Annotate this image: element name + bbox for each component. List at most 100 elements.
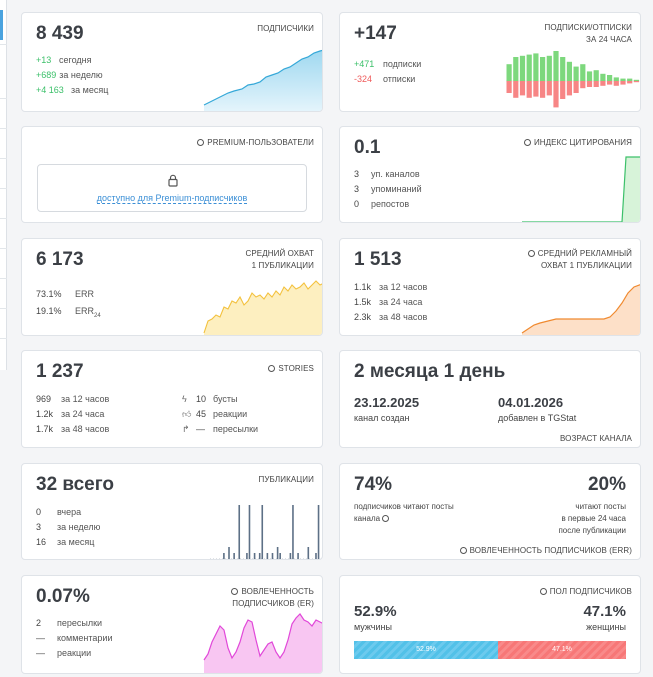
- added-date: 04.01.2026: [498, 395, 564, 410]
- channel-age-card[interactable]: 2 месяца 1 день 23.12.2025 канал создан …: [339, 350, 641, 448]
- gender-card[interactable]: ПОЛ ПОДПИСЧИКОВ 52.9% мужчины 47.1% женщ…: [339, 575, 641, 674]
- publication-bar: [315, 553, 317, 559]
- ad-reach-chart: [521, 284, 640, 335]
- thumbs-up-icon: 👍︎: [182, 409, 192, 419]
- stat-row: ↱ — пересылки: [182, 424, 259, 434]
- card-title: ПОДПИСЧИКИ: [257, 24, 314, 33]
- info-icon: [382, 515, 390, 522]
- card-title: ВОЗРАСТ КАНАЛА: [560, 434, 632, 443]
- stat-row: 2 пересылки: [36, 618, 103, 628]
- info-icon: [268, 365, 276, 372]
- unsubscribe-bar: [553, 81, 559, 108]
- sidebar-divider: [0, 158, 7, 159]
- stat-row: 👍︎ 45 реакции: [182, 409, 248, 419]
- subs-unsubs-card[interactable]: +147 ПОДПИСКИ/ОТПИСКИ ЗА 24 ЧАСА +471 подп…: [339, 12, 641, 112]
- engagement-er-card[interactable]: 0.07% ВОВЛЕЧЕННОСТЬ ПОДПИСЧИКОВ (ER) 2 пер…: [21, 575, 323, 674]
- publication-bar: [279, 553, 281, 559]
- reads-24h-description: читают посты в первые 24 часа после публик…: [558, 502, 626, 535]
- unsubscribe-bar: [586, 81, 593, 87]
- stat-row: 1.7k за 48 часов: [36, 424, 110, 434]
- unsubscribe-bar: [620, 81, 626, 85]
- subscribers-card[interactable]: 8 439 ПОДПИСЧИКИ +13 сегодня +689 за недел…: [21, 12, 323, 112]
- publication-bar: [223, 553, 225, 559]
- err-row: 73.1% ERR: [36, 289, 95, 299]
- stat-row: 0 репостов: [354, 199, 410, 209]
- publication-bar: [271, 553, 274, 559]
- created-label: канал создан: [354, 413, 410, 423]
- subscribe-bar: [627, 78, 633, 81]
- info-icon: [459, 547, 467, 554]
- publication-bar: [233, 553, 235, 559]
- sidebar-divider: [0, 128, 7, 129]
- unsubscribe-bar: [580, 81, 586, 89]
- sidebar-divider: [0, 98, 7, 99]
- male-percent: 52.9%: [354, 603, 397, 620]
- subscribe-bar: [506, 64, 512, 81]
- unsubscribe-bar: [506, 81, 512, 93]
- stat-row: ϟ 10 бусты: [182, 394, 238, 404]
- premium-link[interactable]: доступно для Premium-подписчиков: [96, 193, 248, 204]
- card-title: STORIES: [268, 363, 314, 375]
- subscribers-growth-chart: [203, 49, 322, 111]
- unsubscribe-bar: [593, 81, 599, 87]
- stat-row: -324 отписки: [354, 74, 416, 84]
- citation-index-card[interactable]: 0.1 ИНДЕКС ЦИТИРОВАНИЯ 3 уп. каналов 3 упо…: [339, 126, 641, 223]
- sidebar-divider: [0, 338, 7, 339]
- subscribe-bar: [540, 57, 546, 81]
- premium-users-card[interactable]: PREMIUM-ПОЛЬЗОВАТЕЛИ доступно для Premiu…: [21, 126, 323, 223]
- created-date: 23.12.2025: [354, 395, 420, 410]
- card-title: ПОЛ ПОДПИСЧИКОВ: [539, 586, 632, 598]
- publication-bar: [253, 553, 256, 559]
- premium-locked-box[interactable]: доступно для Premium-подписчиков: [37, 164, 307, 212]
- info-icon: [197, 139, 205, 146]
- stories-card[interactable]: 1 237 STORIES 969 за 12 часов 1.2k за 24 ч…: [21, 350, 323, 448]
- info-icon: [539, 588, 547, 595]
- publication-bar: [307, 547, 310, 559]
- unsubscribe-bar: [573, 81, 579, 93]
- channel-age-value: 2 месяца 1 день: [354, 361, 506, 382]
- unsubscribe-bar: [607, 81, 613, 85]
- publication-bar: [248, 505, 251, 559]
- average-reach-value: 6 173: [36, 249, 84, 270]
- publication-bar: [276, 547, 279, 559]
- reads-description: подписчиков читают посты канала: [354, 502, 454, 523]
- card-title: ВОВЛЕЧЕННОСТЬ ПОДПИСЧИКОВ (ER): [231, 587, 314, 608]
- publication-bar: [317, 505, 320, 559]
- reads-percent: 74%: [354, 474, 393, 495]
- subscribers-count: 8 439: [36, 23, 84, 44]
- male-share-bar: 52.9%: [354, 641, 498, 659]
- reach-chart: [203, 280, 322, 335]
- ad-reach-card[interactable]: 1 513 СРЕДНИЙ РЕКЛАМНЫЙ ОХВАТ 1 ПУБЛИКАЦИ…: [339, 238, 641, 336]
- subscribe-bar: [513, 57, 519, 81]
- engagement-err-card[interactable]: 74% подписчиков читают посты канала 20% ч…: [339, 463, 641, 560]
- unsubscribe-bar: [560, 81, 566, 99]
- female-label: женщины: [586, 622, 626, 632]
- added-label: добавлен в TGStat: [498, 413, 577, 423]
- publications-bar-chart: [210, 505, 320, 559]
- stat-row: 1.5k за 24 часа: [354, 297, 423, 307]
- unsubscribe-bar: [633, 81, 639, 83]
- card-title: ПОДПИСКИ/ОТПИСКИ ЗА 24 ЧАСА: [544, 23, 632, 44]
- publication-bar: [289, 553, 292, 559]
- unsubscribe-bar: [566, 81, 572, 96]
- publication-bar: [297, 553, 299, 559]
- sidebar-divider: [0, 218, 7, 219]
- sidebar-divider: [0, 248, 7, 249]
- average-reach-card[interactable]: 6 173 СРЕДНИЙ ОХВАТ 1 ПУБЛИКАЦИИ 73.1% ERR…: [21, 238, 323, 336]
- info-icon: [527, 250, 535, 257]
- stat-row: +4 163 за месяц: [36, 85, 109, 95]
- share-icon: ↱: [182, 424, 190, 434]
- sidebar-divider: [0, 278, 7, 279]
- subscribe-bar: [620, 78, 626, 81]
- sidebar-divider: [0, 188, 7, 189]
- citation-chart: [522, 156, 640, 222]
- er-chart: [203, 613, 322, 673]
- info-icon: [523, 139, 531, 146]
- subscribe-bar: [593, 70, 599, 81]
- publications-card[interactable]: 32 всего ПУБЛИКАЦИИ 0 вчера 3 за неделю 16…: [21, 463, 323, 560]
- stat-row: 1.1k за 12 часов: [354, 282, 428, 292]
- male-label: мужчины: [354, 622, 392, 632]
- lightning-icon: ϟ: [182, 394, 187, 404]
- er-value: 0.07%: [36, 586, 90, 607]
- unsubscribe-bar: [546, 81, 552, 96]
